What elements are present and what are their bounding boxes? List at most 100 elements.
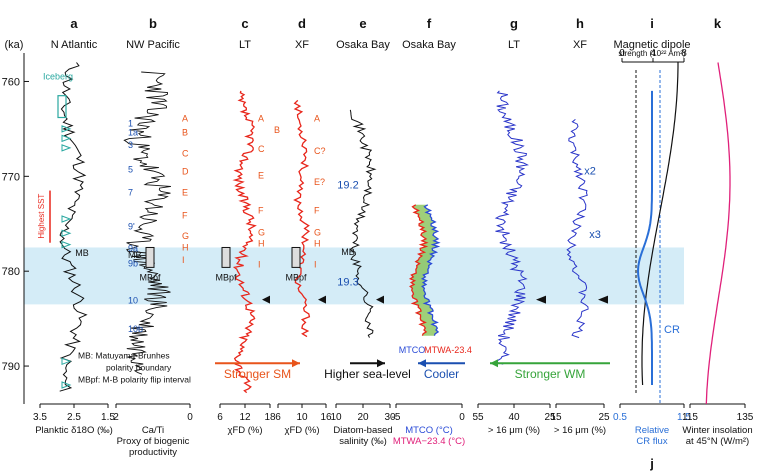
- iceberg-triangle: [61, 215, 72, 223]
- pointer-h: [598, 295, 608, 304]
- bottom-label: Stronger SM: [224, 367, 291, 381]
- mb-label-e: MB: [341, 247, 355, 257]
- pointer-e: [376, 295, 384, 304]
- mbpf-box-d: [291, 246, 301, 268]
- iceberg-label: Iceberg: [43, 72, 73, 82]
- pointer-g: [536, 295, 546, 304]
- panel-letter-a: a: [70, 16, 78, 31]
- x-tick-label-d: 10: [296, 412, 308, 423]
- panel-title-e: Osaka Bay: [336, 39, 390, 51]
- y-axis-unit: (ka): [5, 39, 24, 51]
- x-label-b: Ca/Ti: [142, 425, 164, 436]
- series-e-line: [349, 109, 377, 338]
- x-tick-label-i: 0.5: [613, 412, 627, 423]
- x-tick-top-label-i: 4: [650, 48, 656, 59]
- x-tick-label-f: -5: [392, 412, 401, 423]
- x-label-k: Winter insolation: [682, 425, 752, 436]
- letter-marker-b: C: [182, 149, 189, 159]
- x-tick-label-i: 1.5: [677, 412, 691, 423]
- iceberg-triangle: [61, 229, 72, 237]
- letter-marker-b: B: [182, 128, 188, 138]
- letter-marker-d: H: [314, 239, 321, 249]
- mb-label-a: MB: [75, 248, 89, 258]
- bottom-label: Cooler: [424, 367, 459, 381]
- x-label-b: Proxy of biogenic: [117, 436, 190, 447]
- y-tick-label: 790: [2, 361, 20, 373]
- panel-letter-h: h: [576, 16, 584, 31]
- series-d-line: [293, 99, 311, 338]
- x-tick-label-g: 25: [544, 412, 556, 423]
- series-f-mtco-line: [420, 204, 441, 336]
- y-tick-label: 780: [2, 266, 20, 278]
- panel-letter-f: f: [427, 16, 432, 31]
- number-marker-b: 5: [128, 165, 133, 175]
- x-tick-label-k: 115: [682, 412, 698, 423]
- series-b-line: [123, 71, 171, 375]
- letter-marker-c: H: [258, 239, 265, 249]
- x-tick-label-b: 0: [187, 412, 193, 423]
- x-tick-label-c: 6: [217, 412, 223, 423]
- iceberg-triangle: [61, 125, 72, 133]
- bottom-label: Higher sea-level: [324, 367, 411, 381]
- x-tick-label-d: 16: [320, 412, 332, 423]
- letter-marker-c: I: [258, 260, 261, 270]
- x-tick-label-k: 135: [737, 412, 754, 423]
- panel-title-i: Magnetic dipole: [613, 39, 690, 51]
- legend-note-line: MB: Matuyama-Brunhes: [78, 350, 170, 360]
- bottom-label: Stronger WM: [515, 367, 586, 381]
- panel-letter-j: j: [649, 456, 654, 471]
- iceberg-triangle: [61, 240, 72, 249]
- bottom-arrow-head: [490, 359, 498, 368]
- y-tick-label: 760: [2, 76, 20, 88]
- number-marker-b: 1a: [128, 128, 138, 138]
- number-marker-b: 9': [128, 222, 135, 232]
- panel-letter-k: k: [714, 16, 722, 31]
- interglacial-label-192: 19.2: [337, 180, 358, 192]
- x-label-f: MTCO (°C): [405, 425, 453, 436]
- x-tick-label-b: 2: [113, 412, 119, 423]
- bottom-arrow-head: [418, 359, 426, 368]
- x-tick-top-label-i: 8: [681, 48, 687, 59]
- letter-marker-d: F: [314, 206, 320, 216]
- number-marker-b: 7: [128, 188, 133, 198]
- panel-title-c: LT: [239, 39, 251, 51]
- x-tick-label-a: 2.5: [67, 412, 81, 423]
- x-tick-label-d: 6: [275, 412, 281, 423]
- letter-marker-d: C?: [314, 146, 326, 156]
- panel-letter-c: c: [241, 16, 248, 31]
- number-marker-b: 3: [128, 140, 133, 150]
- series-k-insolation-line: [705, 62, 731, 405]
- legend-note-line: polarity boundary: [106, 362, 172, 372]
- panel-title-g: LT: [508, 39, 520, 51]
- x-tick-label-e: 30: [384, 412, 396, 423]
- letter-marker-d: E?: [314, 177, 325, 187]
- series-f-fill: [410, 204, 439, 336]
- iceberg-triangle: [61, 144, 72, 152]
- x-tick-label-g: 55: [472, 412, 484, 423]
- series-a-line: [59, 62, 88, 392]
- x-label-k: at 45°N (W/m²): [686, 436, 749, 447]
- series-g-line: [494, 90, 529, 365]
- panel-title-h: XF: [573, 39, 587, 51]
- iceberg-triangle: [61, 381, 72, 389]
- number-marker-b: 10: [128, 296, 138, 306]
- x-tick-label-h: 15: [550, 412, 562, 423]
- letter-marker-b: F: [182, 210, 188, 220]
- series-i-dipole-line: [641, 62, 679, 386]
- bottom-arrow-head: [377, 359, 385, 368]
- x-tick-label-h: 25: [598, 412, 610, 423]
- number-marker-b: 1: [128, 118, 133, 128]
- series-h-line: [566, 119, 589, 339]
- x-tick-label-f: 0: [459, 412, 465, 423]
- letter-marker-b: I: [182, 255, 185, 265]
- letter-marker-b: A: [182, 114, 188, 124]
- mtco-label: MTCO: [399, 345, 426, 355]
- x-label-c: χFD (%): [227, 425, 262, 436]
- letter-marker-c: E: [258, 170, 264, 180]
- x-label-f: MTWA−23.4 (°C): [393, 436, 465, 447]
- x-label-a: Planktic δ18O (‰): [35, 425, 113, 436]
- panel-letter-d: d: [298, 16, 306, 31]
- mtwa-label: MTWA-23.4: [424, 345, 472, 355]
- x-label-i: CR flux: [636, 436, 667, 447]
